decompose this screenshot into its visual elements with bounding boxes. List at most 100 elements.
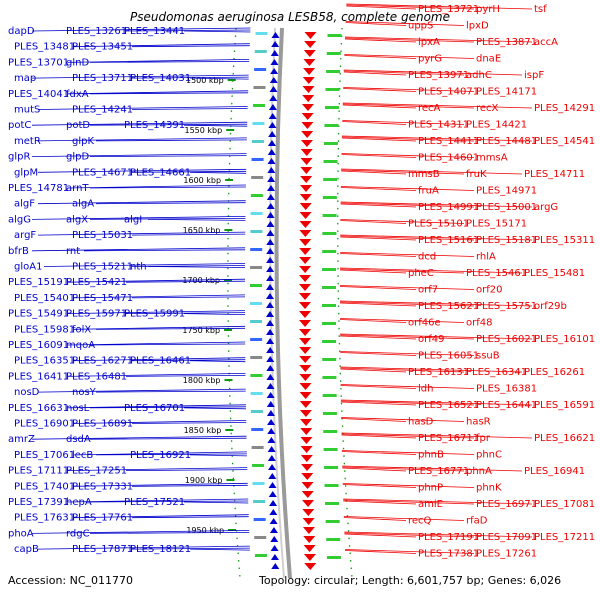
gene-label-right: tsf [534,4,547,15]
gene-label-right: phnC [476,450,502,461]
gene-arrow-right [302,509,315,516]
gene-connector-left [67,59,250,63]
gene-connector-right [344,54,475,59]
gene-label-left: potC [8,120,31,131]
gene-arrow-right [301,482,314,489]
gene-connector-right [343,69,523,76]
gene-label-right: PLES_16381 [476,384,537,395]
gene-label-right: pyrG [418,54,442,65]
gene-label-right: PLES_15751 [476,301,537,312]
gene-arrow-right [299,410,312,417]
gene-label-right: recQ [408,516,432,527]
gene-connector-left [67,310,246,314]
gene-connector-left [183,30,251,33]
feature-bar-right [326,70,341,73]
kbp-scale: 1500 kbp 1550 kbp 1600 kbp 1650 kbp 1700 kbp… [182,76,237,535]
gene-label-right: dnaE [476,54,501,65]
gene-connector-right [340,269,407,274]
gene-connector-right [340,401,417,406]
gene-connector-left [67,184,246,189]
gene-label-right: PLES_14071 [418,87,479,98]
gene-connector-right [341,451,417,455]
gene-connector-left [67,498,249,503]
gene-arrow-left [266,266,275,272]
feature-bar-right [322,268,337,271]
gene-connector-left [73,420,247,424]
gene-arrow-left [266,338,275,344]
gene-connector-right [340,368,407,373]
gene-label-left: PLES_13261 [66,26,127,37]
feature-bar-right [323,178,338,181]
genome-backbone-outer [274,27,292,579]
gene-connector-left [125,280,246,283]
gene-arrow-right [300,185,313,192]
gene-arrow-right [299,239,312,246]
gene-connector-right [346,3,533,10]
gene-connector-left [73,294,246,299]
gene-label-left: PLES_15971 [66,309,127,320]
gene-connector-right [344,38,417,43]
gene-arrow-right [300,176,313,183]
gene-connector-left [183,124,248,127]
gene-label-right: phnP [418,483,443,494]
gene-label-left: PLES_18121 [130,544,191,555]
feature-bar-right [322,286,337,289]
gene-connector-right [341,153,475,158]
gene-connector-left [89,155,247,157]
gene-arrow-left [271,41,280,47]
gene-arrow-left [270,59,279,65]
gene-label-right: rhlA [476,252,496,263]
gene-connector-right [340,351,475,356]
gene-label-right: orf29b [534,301,567,312]
kbp-tick-label: 1850 kbp [184,426,222,435]
gene-label-left: PLES_13451 [72,42,133,53]
gene-arrow-right [300,446,313,453]
gene-connector-left [131,516,249,519]
gene-connector-right [341,434,417,439]
gene-label-right: phnK [476,483,502,494]
gene-label-left: algA [72,199,94,210]
gene-label-left: bfrB [8,246,29,257]
kbp-tick-label: 1800 kbp [183,376,221,385]
gene-label-left: PLES_17631 [14,513,75,524]
feature-bar-right [322,376,337,379]
gene-connector-right [340,384,475,389]
gene-connector-left [89,92,249,95]
gene-connector-right [344,533,417,538]
gene-connector-left [183,313,246,315]
gene-arrow-right [301,473,314,480]
gene-label-left: mutS [14,105,40,116]
gene-label-left: PLES_16901 [14,419,75,430]
kbp-tick-label: 1600 kbp [183,176,221,185]
gene-connector-left [131,359,246,362]
gene-arrow-left [270,545,279,551]
gene-connector-left [183,501,249,504]
gene-label-right: PLES_14971 [476,186,537,197]
feature-bar-left [250,410,263,413]
gene-arrow-left [266,347,275,353]
gene-connector-right [339,285,475,290]
gene-connector-right [340,335,417,340]
gene-label-right: PLES_15161 [418,235,479,246]
gene-arrow-left [266,221,275,227]
feature-bar-right [325,88,340,91]
gene-arrow-left [266,275,275,281]
gene-arrow-left [266,356,275,362]
gene-arrow-left [269,500,278,506]
gene-arrow-right [299,293,312,300]
gene-connector-right [340,268,465,274]
gene-connector-left [189,548,250,551]
gene-label-right: PLES_14991 [418,202,479,213]
gene-connector-right [339,300,533,307]
gene-arrow-left [266,320,275,326]
gene-connector-left [131,547,250,550]
gene-connector-left [83,249,246,252]
gene-label-right: fpr [476,433,491,444]
dotted-circle-left [227,27,241,579]
kbp-tick-label: 1500 kbp [186,76,224,85]
gene-label-right: recA [418,103,441,114]
gene-connector-left [31,530,250,534]
gene-label-right: ldh [418,384,433,395]
gene-arrow-left [267,437,276,443]
